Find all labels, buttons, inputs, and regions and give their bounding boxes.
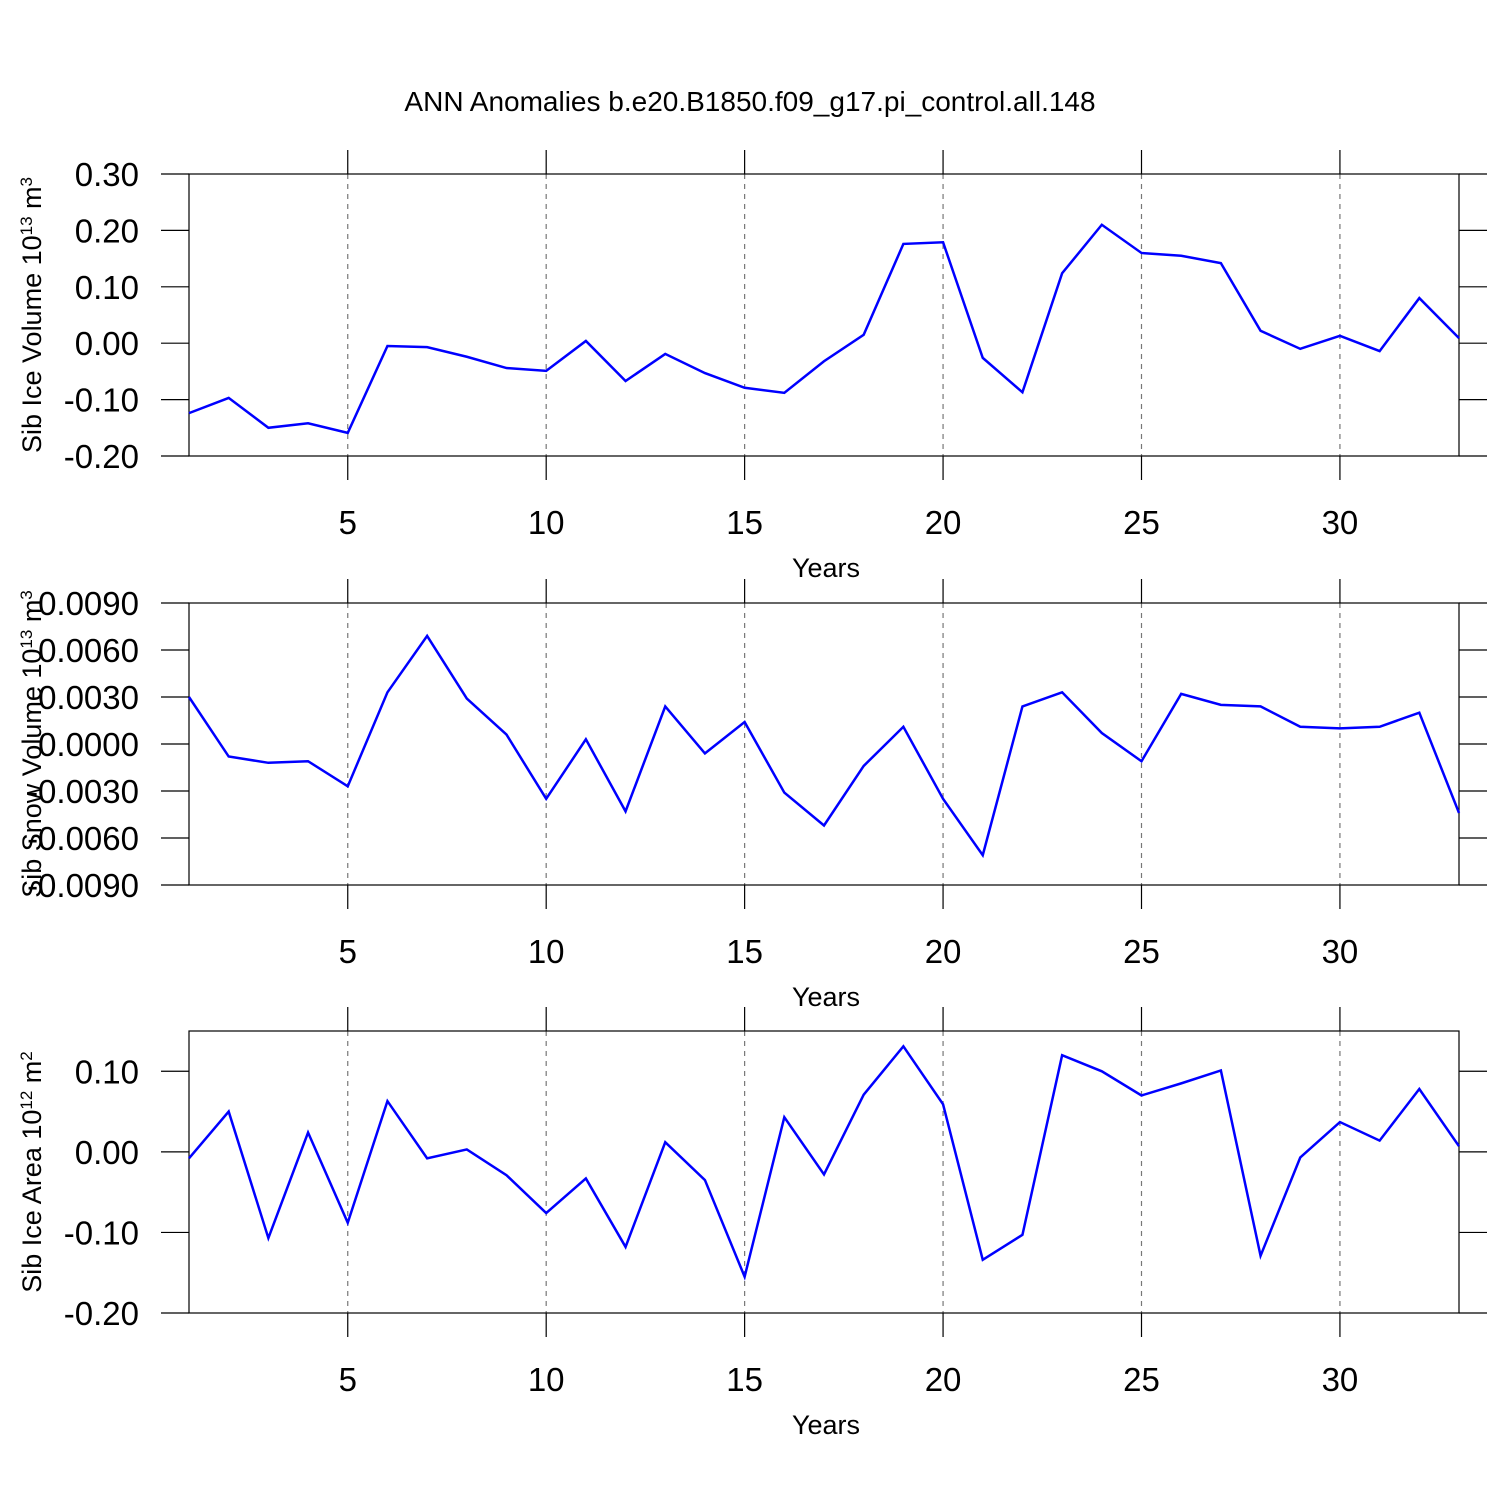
y-tick-label: -0.20	[64, 438, 139, 475]
plot-frame	[188, 602, 1460, 886]
x-tick-label: 25	[1123, 933, 1160, 970]
x-tick-label: 10	[528, 1361, 565, 1398]
y-tick-label: -0.0030	[27, 773, 139, 810]
x-tick-label: 30	[1322, 1361, 1359, 1398]
chart-title: ANN Anomalies b.e20.B1850.f09_g17.pi_con…	[404, 86, 1095, 117]
y-axis-label-part: m	[17, 600, 47, 630]
y-tick-label: 0.10	[75, 1053, 139, 1090]
y-tick-label: 0.0000	[38, 726, 139, 763]
y-axis-label-part: 2	[17, 1051, 36, 1060]
x-tick-label: 5	[339, 933, 357, 970]
y-axis-label-part: m	[17, 1061, 47, 1091]
x-tick-label: 10	[528, 933, 565, 970]
y-axis-label: Sib Ice Volume 1013 m3	[17, 177, 48, 453]
x-tick-label: 30	[1322, 504, 1359, 541]
y-axis-label-part: Sib Ice Volume 10	[17, 235, 47, 453]
y-tick-label: 0.10	[75, 269, 139, 306]
y-axis-label-part: 3	[17, 590, 36, 599]
x-axis-label: Years	[792, 1410, 860, 1440]
y-tick-label: 0.0090	[38, 585, 139, 622]
y-axis-label-part: 12	[17, 1091, 36, 1110]
y-axis-label: Sib Ice Area 1012 m2	[17, 1051, 48, 1293]
x-tick-label: 20	[925, 504, 962, 541]
y-tick-label: 0.30	[75, 156, 139, 193]
y-tick-label: 0.20	[75, 212, 139, 249]
y-axis-label-part: Sib Ice Area 10	[17, 1110, 47, 1293]
y-axis-label-part: 13	[17, 630, 36, 649]
x-axis-label: Years	[792, 553, 860, 583]
y-axis-label-part: m	[17, 186, 47, 216]
x-tick-label: 10	[528, 504, 565, 541]
y-axis-label-part: Sib Snow Volume 10	[17, 649, 47, 898]
y-tick-label: -0.10	[64, 382, 139, 419]
y-tick-label: 0.00	[75, 325, 139, 362]
y-tick-label: 0.0060	[38, 632, 139, 669]
x-tick-label: 20	[925, 1361, 962, 1398]
x-tick-label: 5	[339, 504, 357, 541]
plot-frame	[188, 173, 1460, 457]
data-line	[188, 1044, 1461, 1281]
y-axis-label-part: 13	[17, 216, 36, 235]
data-line	[188, 223, 1460, 435]
y-tick-label: -0.0090	[27, 867, 139, 904]
x-axis-label: Years	[792, 982, 860, 1012]
y-tick-label: 0.0030	[38, 679, 139, 716]
x-tick-label: 15	[726, 504, 763, 541]
plot-frame	[188, 1030, 1460, 1314]
x-tick-label: 25	[1123, 1361, 1160, 1398]
x-tick-label: 15	[726, 933, 763, 970]
x-tick-label: 5	[339, 1361, 357, 1398]
y-tick-label: 0.00	[75, 1134, 139, 1171]
y-axis-label: Sib Snow Volume 1013 m3	[17, 590, 48, 898]
data-line	[187, 633, 1461, 859]
y-tick-label: -0.10	[64, 1214, 139, 1251]
x-tick-label: 30	[1322, 933, 1359, 970]
x-tick-label: 25	[1123, 504, 1160, 541]
y-tick-label: -0.0060	[27, 820, 139, 857]
y-tick-label: -0.20	[64, 1295, 139, 1332]
y-axis-label-part: 3	[17, 177, 36, 186]
x-tick-label: 20	[925, 933, 962, 970]
x-tick-label: 15	[726, 1361, 763, 1398]
